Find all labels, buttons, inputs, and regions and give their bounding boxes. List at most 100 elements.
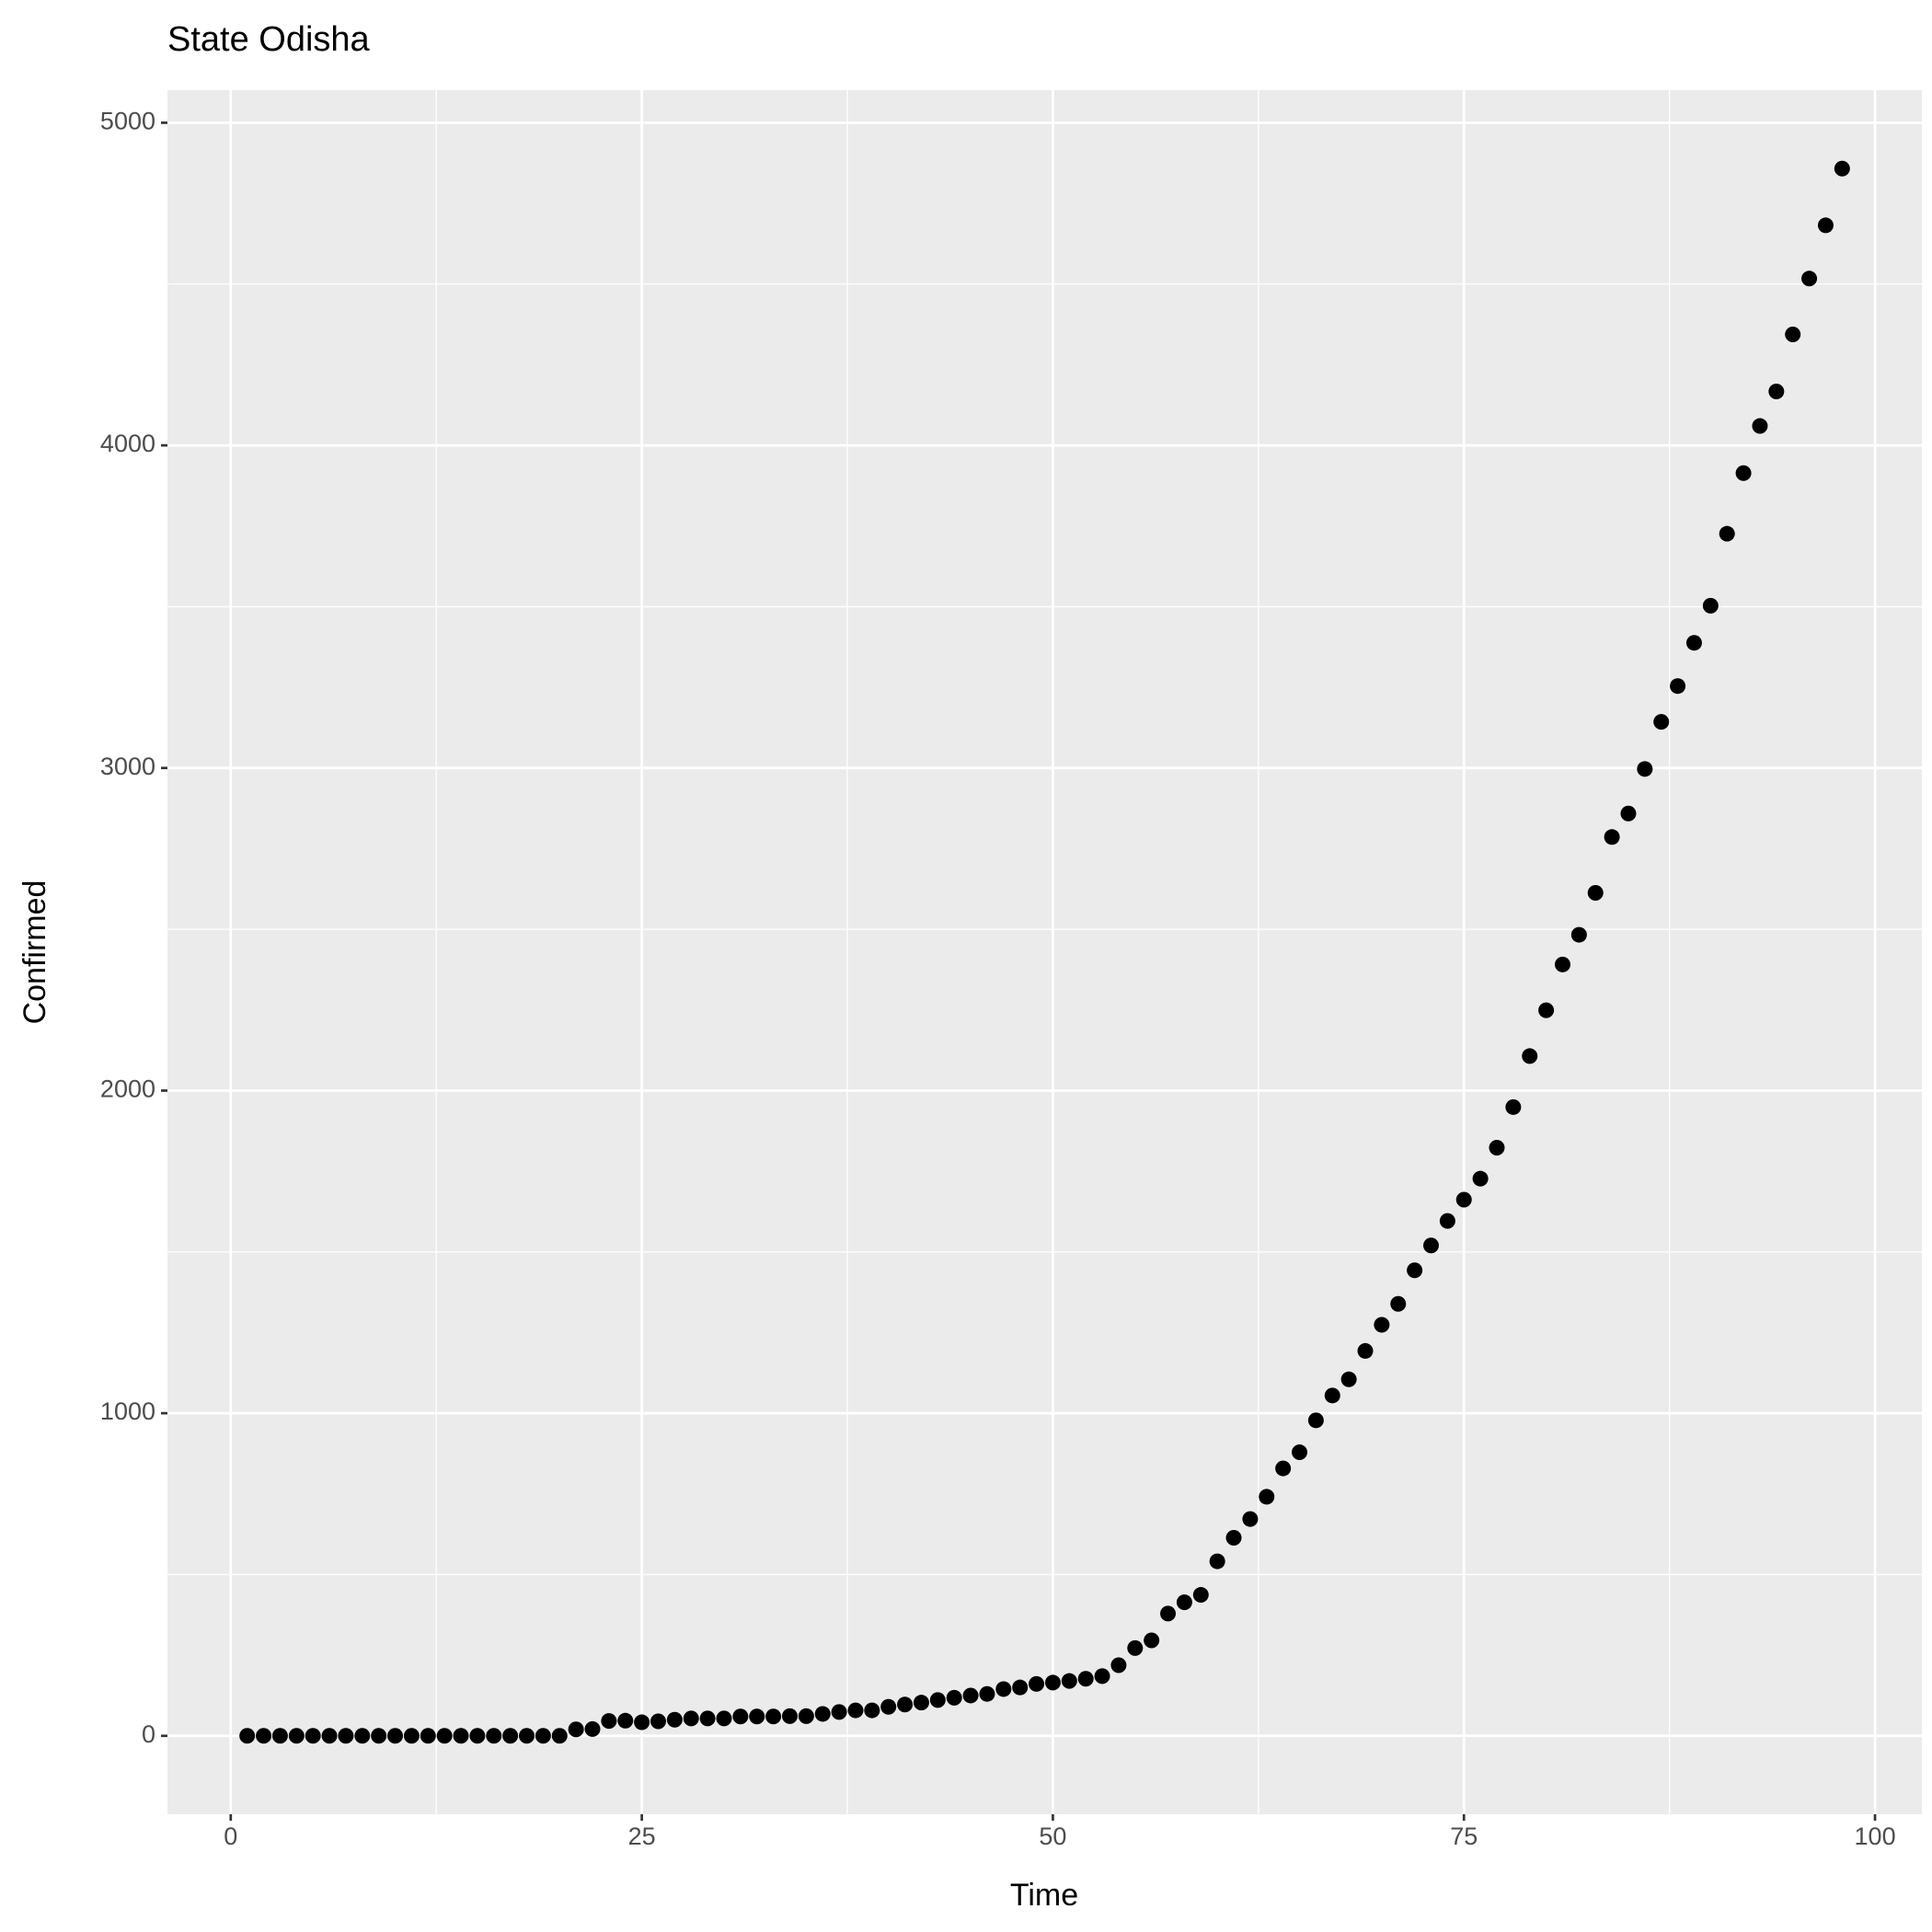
- point: [584, 1720, 601, 1737]
- point: [1455, 1191, 1472, 1208]
- point: [946, 1689, 962, 1706]
- point: [1357, 1342, 1374, 1359]
- point: [880, 1698, 897, 1715]
- point: [716, 1710, 732, 1727]
- point: [1702, 597, 1719, 614]
- point: [1340, 1371, 1357, 1387]
- panel: [167, 90, 1922, 1814]
- point: [1423, 1237, 1440, 1254]
- point: [962, 1687, 979, 1704]
- point: [420, 1728, 436, 1744]
- x-tick-label: 0: [224, 1823, 237, 1850]
- y-axis-title: Confirmed: [17, 880, 52, 1025]
- point: [453, 1728, 469, 1744]
- point: [814, 1706, 831, 1722]
- point: [929, 1692, 946, 1708]
- point: [1259, 1489, 1275, 1505]
- point: [1570, 926, 1587, 943]
- point: [601, 1713, 617, 1730]
- point: [1012, 1679, 1029, 1696]
- y-tick-label: 0: [142, 1720, 155, 1748]
- point: [749, 1708, 765, 1725]
- point: [469, 1728, 486, 1744]
- point: [1144, 1632, 1160, 1649]
- point: [403, 1728, 420, 1744]
- point: [781, 1708, 798, 1724]
- y-tick-label: 5000: [100, 108, 155, 135]
- point: [634, 1714, 650, 1731]
- point: [1029, 1675, 1045, 1692]
- point: [1685, 635, 1702, 651]
- point: [1061, 1673, 1077, 1689]
- point: [502, 1728, 519, 1744]
- point: [1620, 805, 1637, 822]
- point: [436, 1728, 453, 1744]
- point: [288, 1728, 305, 1744]
- point: [1307, 1412, 1324, 1429]
- point: [338, 1728, 354, 1744]
- point: [1817, 217, 1834, 234]
- point: [995, 1681, 1012, 1697]
- point: [1077, 1671, 1094, 1687]
- point: [387, 1728, 404, 1744]
- point: [1127, 1639, 1144, 1656]
- y-tick-label: 1000: [100, 1397, 155, 1425]
- point: [683, 1710, 699, 1727]
- point: [271, 1728, 288, 1744]
- point: [864, 1702, 880, 1719]
- point: [1834, 160, 1850, 177]
- point: [321, 1728, 338, 1744]
- point: [831, 1704, 847, 1720]
- x-tick-label: 25: [628, 1823, 656, 1850]
- point: [519, 1728, 535, 1744]
- point: [535, 1728, 551, 1744]
- point: [1292, 1444, 1308, 1461]
- point: [1374, 1317, 1390, 1333]
- point: [1505, 1098, 1522, 1115]
- point: [1604, 829, 1620, 845]
- point: [765, 1708, 782, 1725]
- point: [305, 1728, 321, 1744]
- point: [1785, 326, 1801, 342]
- point: [551, 1728, 568, 1744]
- point: [617, 1712, 634, 1729]
- point: [1160, 1605, 1177, 1622]
- point: [1522, 1048, 1538, 1064]
- y-tick-label: 4000: [100, 430, 155, 457]
- x-axis-title: Time: [1010, 1878, 1078, 1913]
- point: [1439, 1213, 1455, 1229]
- point: [1242, 1511, 1259, 1527]
- point: [666, 1711, 683, 1728]
- point: [732, 1708, 749, 1725]
- point: [1472, 1170, 1489, 1187]
- point: [1489, 1140, 1505, 1156]
- point: [913, 1695, 929, 1711]
- point: [1801, 270, 1818, 287]
- chart-title: State Odisha: [167, 20, 371, 59]
- point: [847, 1702, 864, 1719]
- point: [1176, 1594, 1192, 1611]
- x-tick-label: 100: [1855, 1823, 1896, 1850]
- x-tick-label: 75: [1450, 1823, 1478, 1850]
- point: [699, 1710, 716, 1727]
- x-tick-label: 50: [1039, 1823, 1066, 1850]
- point: [371, 1728, 387, 1744]
- point: [1324, 1387, 1340, 1404]
- point: [239, 1728, 256, 1744]
- point: [1094, 1668, 1110, 1685]
- point: [1538, 1002, 1555, 1018]
- point: [1735, 465, 1752, 481]
- point: [979, 1685, 995, 1702]
- point: [1407, 1262, 1423, 1279]
- point: [354, 1728, 371, 1744]
- point: [1637, 761, 1653, 777]
- point: [1587, 884, 1604, 901]
- y-tick-label: 2000: [100, 1075, 155, 1103]
- point: [1752, 418, 1768, 434]
- point: [1225, 1529, 1242, 1546]
- point: [1209, 1553, 1225, 1570]
- point: [1275, 1460, 1292, 1477]
- point: [1390, 1295, 1407, 1312]
- point: [256, 1728, 272, 1744]
- point: [1192, 1587, 1209, 1604]
